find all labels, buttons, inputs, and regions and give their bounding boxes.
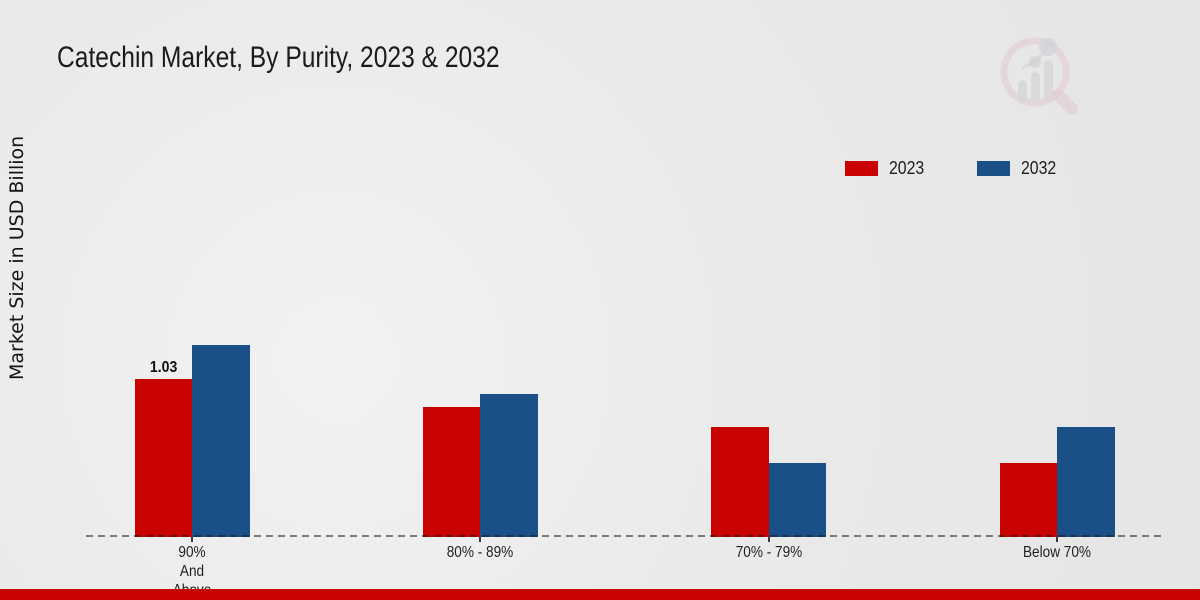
chart-title: Catechin Market, By Purity, 2023 & 2032 <box>57 41 597 75</box>
legend-item-2023: 2023 <box>845 158 929 179</box>
logo-trend-line <box>1021 38 1057 70</box>
x-axis-category-label: 70% - 79% <box>735 544 802 561</box>
bar-2032-below-70- <box>1057 426 1115 537</box>
x-axis-tick <box>479 537 482 542</box>
bar-2023-below-70- <box>999 463 1058 537</box>
x-axis-category-label: 80% - 89% <box>446 544 514 561</box>
bar-2032-70-79- <box>768 463 826 537</box>
logo-magnifier-handle <box>1052 89 1078 115</box>
x-axis-baseline <box>86 535 1163 537</box>
market-research-future-logo <box>1000 37 1078 115</box>
bar-2023-90-and-above <box>134 378 192 537</box>
logo-bars <box>1018 60 1053 102</box>
legend-swatch-2032 <box>977 161 1011 176</box>
chart-title-text: Catechin Market, By Purity, 2023 & 2032 <box>57 41 500 74</box>
legend-label-2032: 2032 <box>1021 158 1057 178</box>
legend-item-2032: 2032 <box>977 158 1061 179</box>
bar-value-label: 1.03 <box>149 358 177 376</box>
legend-label-2023: 2023 <box>889 158 925 178</box>
legend-swatch-2023 <box>845 161 878 176</box>
x-axis-tick <box>191 537 193 542</box>
footer-accent-bar <box>0 589 1200 600</box>
bar-2032-80-89- <box>480 394 538 537</box>
x-axis-category-label: Below 70% <box>1023 544 1092 561</box>
bar-2032-90-and-above <box>192 345 250 537</box>
logo-magnifier-ring <box>1000 37 1070 107</box>
x-axis-tick <box>1056 537 1059 542</box>
y-axis-label: Market Size in USD Billion <box>6 135 28 381</box>
bar-2023-80-89- <box>422 406 481 537</box>
x-axis-tick <box>767 537 770 542</box>
legend: 2023 2032 <box>845 158 1061 179</box>
bar-2023-70-79- <box>711 426 769 537</box>
